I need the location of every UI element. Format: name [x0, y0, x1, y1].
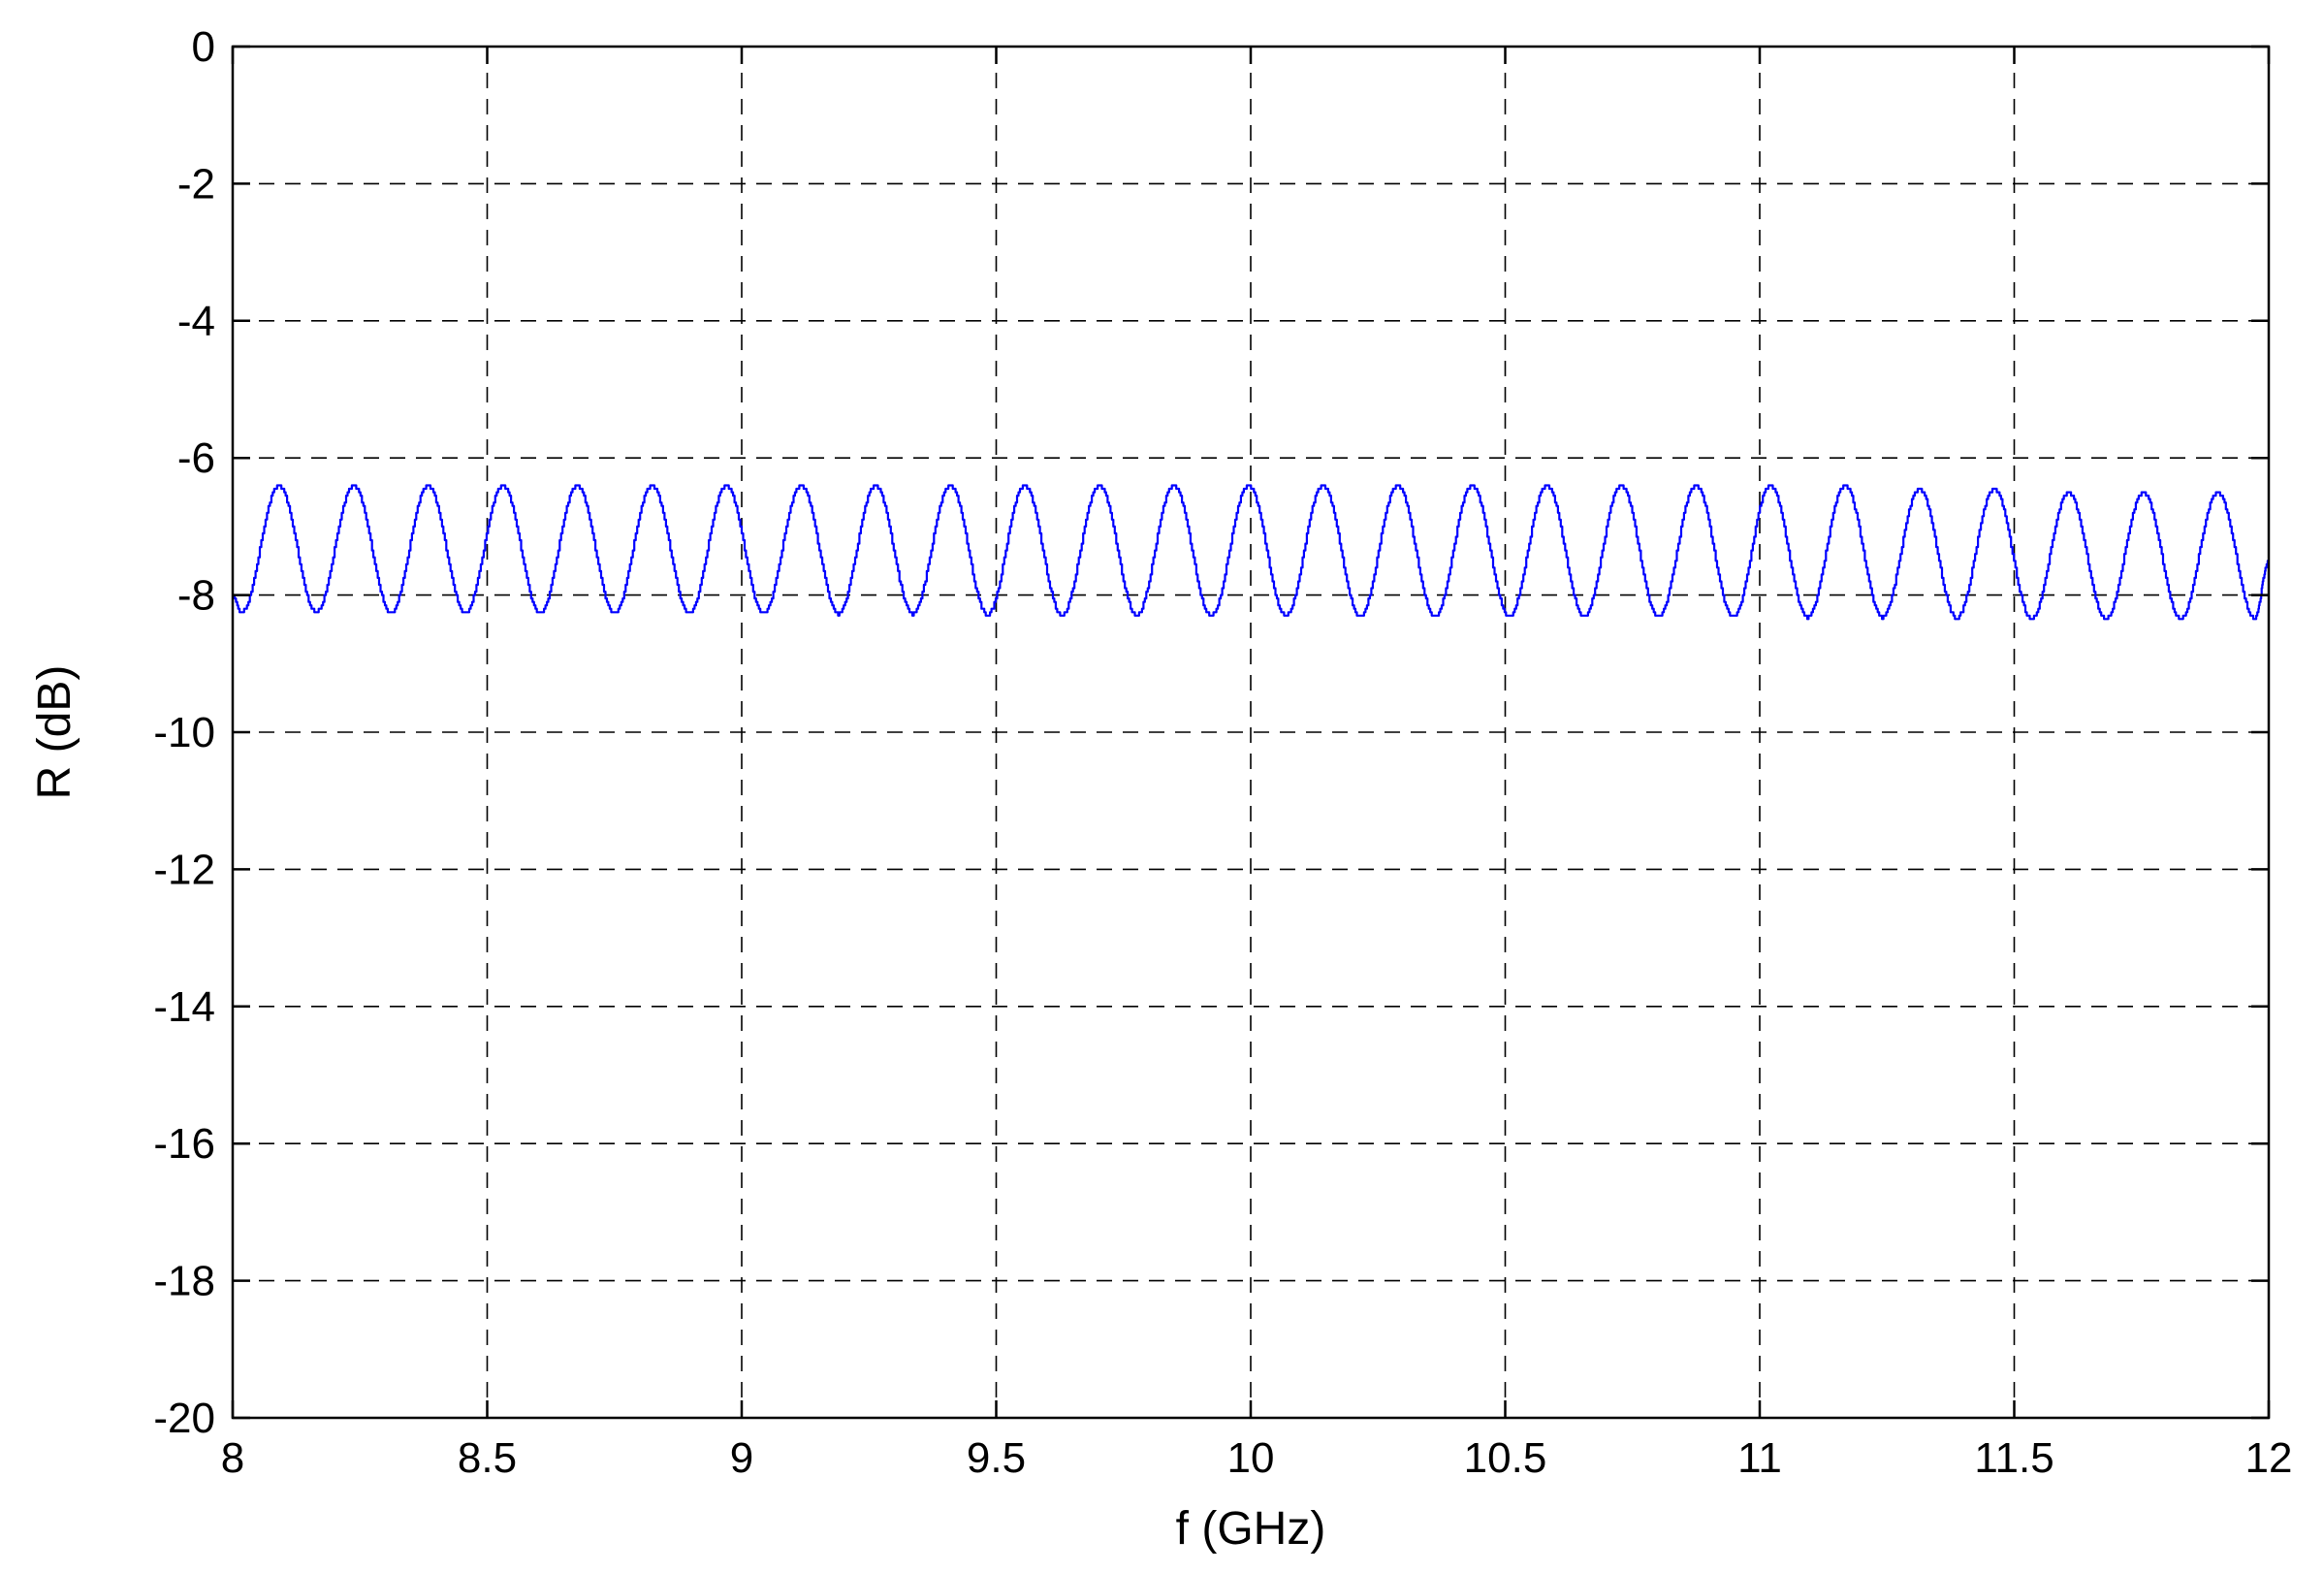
y-tick-label: -4	[177, 298, 215, 345]
x-tick-label: 9.5	[967, 1434, 1026, 1482]
y-tick-label: 0	[192, 23, 215, 71]
y-tick-label: -20	[153, 1395, 215, 1442]
axis-ticks	[231, 45, 2271, 1420]
x-tick-label: 9	[730, 1434, 753, 1482]
y-tick-label: -2	[177, 160, 215, 208]
series-layer	[232, 484, 2270, 621]
x-tick-label: 11	[1737, 1434, 1782, 1482]
x-tick-label: 10	[1227, 1434, 1275, 1482]
x-tick-labels: 8 8.5 9 9.5 10 10.5 11 11.5 12	[221, 1434, 2293, 1482]
y-tick-label: -16	[153, 1120, 215, 1168]
y-tick-label: -10	[153, 709, 215, 756]
x-tick-label: 12	[2245, 1434, 2293, 1482]
y-tick-label: -14	[153, 983, 215, 1031]
x-tick-label: 10.5	[1464, 1434, 1547, 1482]
grid-lines	[233, 47, 2269, 1418]
y-tick-labels: 0 -2 -4 -6 -8 -10 -12 -14 -16 -18 -20	[153, 23, 215, 1442]
x-tick-label: 8.5	[458, 1434, 517, 1482]
y-tick-label: -8	[177, 572, 215, 620]
y-axis-label: R (dB)	[29, 665, 80, 800]
y-tick-label: -18	[153, 1258, 215, 1305]
y-tick-label: -6	[177, 434, 215, 482]
x-tick-label: 11.5	[1974, 1434, 2053, 1482]
x-axis-label: f (GHz)	[1176, 1503, 1326, 1555]
x-tick-label: 8	[221, 1434, 244, 1482]
series-line	[232, 484, 2270, 621]
y-tick-label: -12	[153, 846, 215, 893]
